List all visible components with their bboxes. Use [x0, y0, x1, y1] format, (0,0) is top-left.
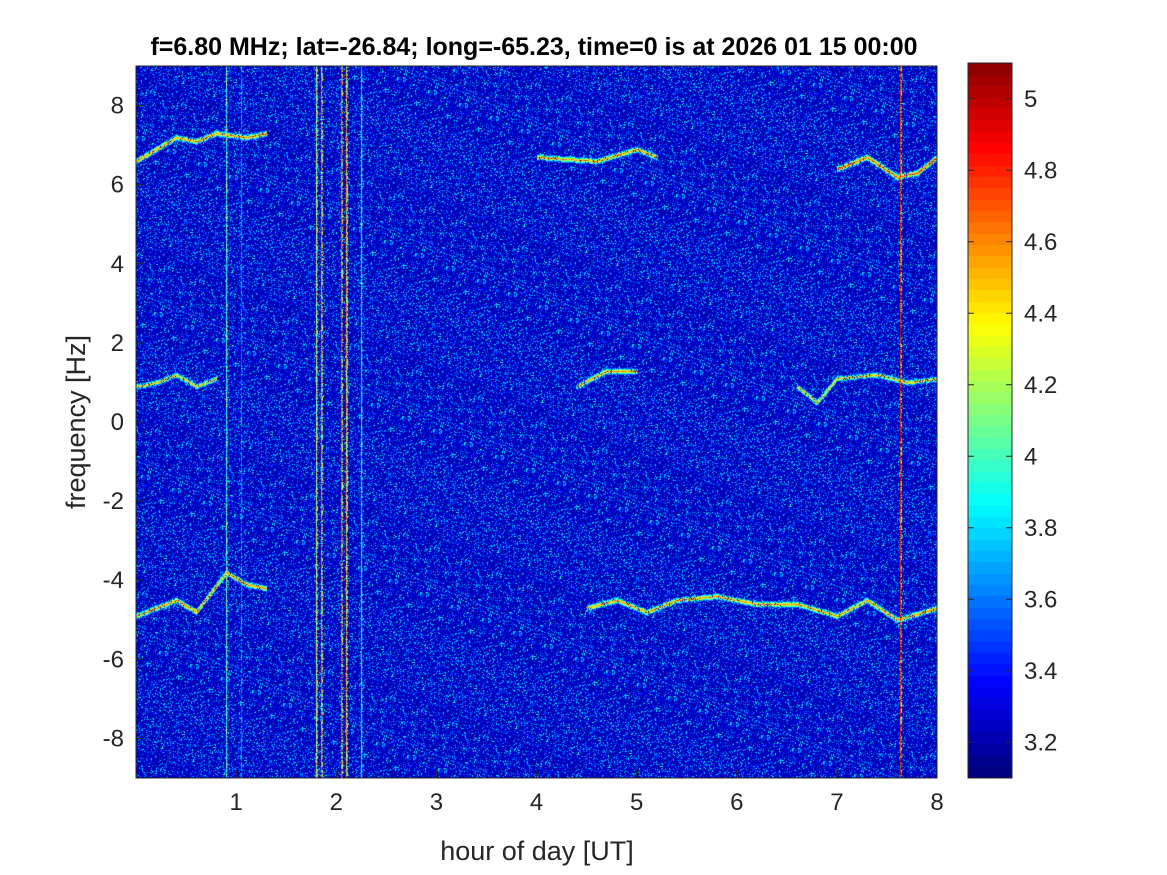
plot-area: [135, 65, 938, 779]
colorbar-tick-label: 3.2: [1024, 729, 1057, 756]
y-tick-label: 6: [111, 172, 124, 199]
colorbar-ticks: 5 4.8 4.6 4.4 4.2 4 3.8 3.6 3.4 3.2: [968, 86, 1057, 756]
colorbar-tick-label: 3.4: [1024, 658, 1057, 685]
x-tick-label: 8: [930, 789, 943, 816]
x-axis-label: hour of day [UT]: [440, 836, 634, 866]
x-tick-label: 6: [730, 789, 743, 816]
y-tick-label: 8: [111, 93, 124, 120]
colorbar-tick-label: 4.6: [1024, 229, 1057, 256]
y-tick-label: 4: [111, 251, 124, 278]
x-tick-label: 3: [430, 789, 443, 816]
colorbar-frame: [967, 62, 1013, 779]
x-axis: 1 2 3 4 5 6 7 8: [229, 770, 944, 816]
y-tick-label: -8: [103, 725, 124, 752]
colorbar-tick-label: 5: [1024, 86, 1037, 113]
colorbar-tick-label: 4.4: [1024, 300, 1057, 327]
y-tick-label: -2: [103, 488, 124, 515]
x-tick-label: 7: [830, 789, 843, 816]
y-tick-label: 2: [111, 330, 124, 357]
colorbar-tick-label: 4.8: [1024, 157, 1057, 184]
colorbar-tick-label: 4.2: [1024, 372, 1057, 399]
y-tick-label: -4: [103, 567, 124, 594]
y-tick-label: 0: [111, 409, 124, 436]
colorbar-tick-label: 3.8: [1024, 515, 1057, 542]
y-tick-label: -6: [103, 646, 124, 673]
colorbar-gradient: [968, 63, 1012, 778]
x-tick-label: 5: [630, 789, 643, 816]
x-tick-label: 4: [530, 789, 543, 816]
chart-title: f=6.80 MHz; lat=-26.84; long=-65.23, tim…: [150, 33, 917, 61]
colorbar-tick-label: 4: [1024, 443, 1037, 470]
y-axis: 8 6 4 2 0 -2 -4 -6 -8: [103, 93, 144, 752]
colorbar-tick-label: 3.6: [1024, 586, 1057, 613]
x-tick-label: 1: [229, 789, 242, 816]
x-tick-label: 2: [330, 789, 343, 816]
y-axis-label: frequency [Hz]: [61, 335, 91, 509]
colorbar: 5 4.8 4.6 4.4 4.2 4 3.8 3.6 3.4 3.2: [967, 62, 1057, 779]
heatmap-canvas: [136, 66, 937, 778]
